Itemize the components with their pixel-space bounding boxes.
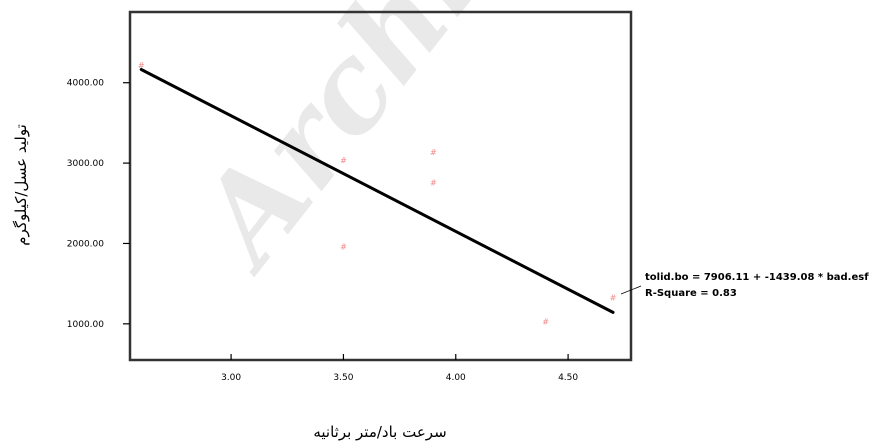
axis-ticks: 3.00 3.50 4.00 4.50 1000.00 2000.00 3000.00 400…	[67, 79, 579, 383]
scatter-point: #	[340, 243, 347, 252]
scatter-point: #	[610, 293, 617, 302]
regression-line	[139, 68, 615, 314]
watermark: Archive	[166, 0, 596, 296]
scatter-point: #	[430, 148, 437, 157]
plot-frame	[128, 10, 633, 362]
annotation-leader	[620, 285, 642, 295]
scatter-point: #	[542, 317, 549, 326]
scatter-point: #	[340, 156, 347, 165]
x-tick-label: 3.00	[221, 373, 241, 383]
x-axis-title: سرعت باد/متر برثانیه	[313, 423, 446, 441]
x-tick-label: 4.50	[558, 373, 578, 383]
y-tick-label: 4000.00	[67, 79, 104, 89]
y-tick-label: 1000.00	[67, 320, 104, 330]
r-squared-label: R-Square = 0.83	[645, 288, 737, 299]
y-tick-label: 2000.00	[67, 239, 104, 249]
fit-equation: tolid.bo = 7906.11 + -1439.08 * bad.esf	[645, 272, 869, 283]
x-tick-label: 4.00	[446, 373, 466, 383]
x-tick-label: 3.50	[333, 373, 353, 383]
scatter-point: #	[138, 61, 145, 70]
y-tick-label: 3000.00	[67, 159, 104, 169]
fit-line-group	[139, 68, 615, 314]
data-points: # # # # # # #	[138, 61, 617, 326]
scatter-point: #	[430, 178, 437, 187]
y-axis-title: تولید عسل/کیلوگرم	[12, 124, 30, 246]
